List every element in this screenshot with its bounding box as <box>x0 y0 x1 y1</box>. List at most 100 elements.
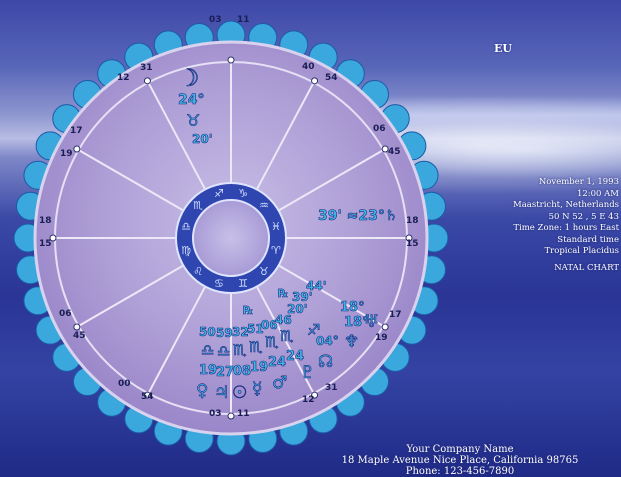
node-glyph: ☊ <box>318 352 333 372</box>
cluster-upper-1: 44' <box>306 279 326 293</box>
event-chart-type: NATAL CHART <box>554 262 619 273</box>
zodiac-ring-glyph: ♓ <box>271 220 281 233</box>
degree-1: 19 <box>199 363 217 378</box>
cusp-upper-right-minute: 45 <box>388 147 401 157</box>
cusp-knob <box>381 145 389 153</box>
house-spokes <box>49 56 413 420</box>
saturn-position: 39' ≈23°♄ <box>318 208 397 224</box>
cusp-bottom-left-degree: 00 <box>118 379 131 389</box>
cusp-top-right-minute: 54 <box>325 73 338 83</box>
sagittarius-glyph: ♐ <box>307 321 320 339</box>
wheel-center <box>192 199 270 277</box>
minute-1: 50 <box>199 325 216 339</box>
minute-6: 46 <box>275 313 292 327</box>
degree-2: 27 <box>216 365 234 380</box>
cusp-upper-left-degree: 17 <box>70 126 83 136</box>
cusp-knob <box>227 56 235 64</box>
event-time-type: Standard time <box>557 234 619 245</box>
venus-glyph: ♀ <box>196 381 208 401</box>
degree-4: 19 <box>250 360 268 375</box>
cluster-upper-4: 20' <box>287 302 307 316</box>
cusp-top-left-minute: 31 <box>140 63 153 73</box>
sign-5: ♏ <box>265 333 279 351</box>
house-spoke <box>146 286 207 396</box>
event-house-system: Tropical Placidus <box>544 246 619 256</box>
cusp-right-degree: 18 <box>406 216 419 226</box>
event-info: November 1, 1993 12:00 AM Maastricht, Ne… <box>513 177 619 274</box>
cusp-top-right-degree: 40 <box>302 62 315 72</box>
uranus-glyph: ♅ <box>364 312 379 332</box>
house-spoke <box>278 264 386 328</box>
cusp-knob <box>311 391 319 399</box>
company-name: Your Company Name <box>406 444 514 455</box>
moon-glyph: ☽ <box>178 64 200 92</box>
degree-5: 24 <box>268 355 286 370</box>
cusp-top-minute: 11 <box>237 15 250 25</box>
mercury-glyph: ☿ <box>252 379 262 399</box>
cusp-lower-left-minute: 45 <box>73 331 86 341</box>
house-spoke <box>76 148 184 212</box>
company-block: Your Company Name 18 Maple Avenue Nice P… <box>310 444 610 477</box>
zodiac-ring-glyph: ♎ <box>181 220 191 233</box>
cusp-top-left-degree: 12 <box>117 73 130 83</box>
zodiac-ring-glyph: ♍ <box>181 244 191 257</box>
cusp-lower-right-degree: 17 <box>389 310 402 320</box>
cusp-upper-right-degree: 06 <box>373 124 386 134</box>
sun-glyph: ☉ <box>232 383 247 403</box>
cluster-upper-2: 39' <box>292 290 312 304</box>
moon-degree: 24° <box>178 92 204 108</box>
house-spoke <box>255 286 316 396</box>
sign-6: ♏ <box>280 327 294 345</box>
cusp-top-degree: 03 <box>209 15 222 25</box>
zodiac-ring-glyph: ♐ <box>214 187 224 200</box>
sign-3: ♏ <box>233 341 247 359</box>
sign-2: ♎ <box>217 342 230 360</box>
cusp-knob <box>143 391 151 399</box>
zodiac-ring-glyph: ♈ <box>271 244 281 257</box>
jupiter-glyph: ♃ <box>214 383 229 403</box>
cusp-right-minute: 15 <box>406 239 419 249</box>
house-spoke <box>278 148 386 212</box>
zodiac-ring-glyph: ♌ <box>193 265 203 278</box>
mars-glyph: ♂ <box>272 373 287 393</box>
cusp-knob <box>405 234 413 242</box>
sign-4: ♏ <box>249 338 263 356</box>
company-address: 18 Maple Avenue Nice Place, California 9… <box>341 455 579 466</box>
cusp-bottom-right-degree: 12 <box>302 395 315 405</box>
event-time-zone: Time Zone: 1 hours East <box>513 223 619 233</box>
retro-mark-1: ℞ <box>243 304 253 317</box>
cusp-knob <box>49 234 57 242</box>
cusp-left-minute: 15 <box>39 239 52 249</box>
minute-5: 06 <box>261 318 278 332</box>
cusp-knob <box>73 323 81 331</box>
house-spoke <box>146 80 207 190</box>
moon-minute: 20' <box>192 132 212 146</box>
event-coordinates: 50 N 52 , 5 E 43 <box>548 211 619 222</box>
event-date: November 1, 1993 <box>538 177 619 187</box>
zodiac-ring-glyph: ♒ <box>259 199 269 212</box>
house-spoke <box>76 264 184 328</box>
cusp-knob <box>143 77 151 85</box>
minute-2: 59 <box>216 326 233 340</box>
zodiac-ring-glyph: ♑ <box>238 187 248 200</box>
zodiac-ring-glyph: ♏ <box>193 199 203 212</box>
cusp-knob <box>227 412 235 420</box>
degree-6: 24 <box>286 349 304 364</box>
neptune-glyph: ♆ <box>344 332 359 352</box>
house-spoke <box>255 80 316 190</box>
cluster-upper-3: 18° <box>340 300 365 315</box>
chart-title: EU <box>494 42 512 55</box>
company-phone: Phone: 123-456-7890 <box>405 466 515 477</box>
cluster-upper-6: 04° <box>316 334 339 348</box>
cusp-bottom-minute: 11 <box>237 409 250 419</box>
sign-1: ♎ <box>201 341 214 359</box>
event-place: Maastricht, Netherlands <box>513 200 619 210</box>
degree-3: 08 <box>233 364 251 379</box>
zodiac-glyphs: ♈♉ ♊ ♋ ♌♍ ♎♏ ♐ ♑ ♒♓ <box>181 187 281 290</box>
retro-mark-2: ℞ <box>278 287 288 300</box>
minute-3: 32 <box>232 325 249 339</box>
cusp-knob <box>311 77 319 85</box>
pluto-glyph: ♇ <box>300 363 315 383</box>
cusp-knob <box>73 145 81 153</box>
